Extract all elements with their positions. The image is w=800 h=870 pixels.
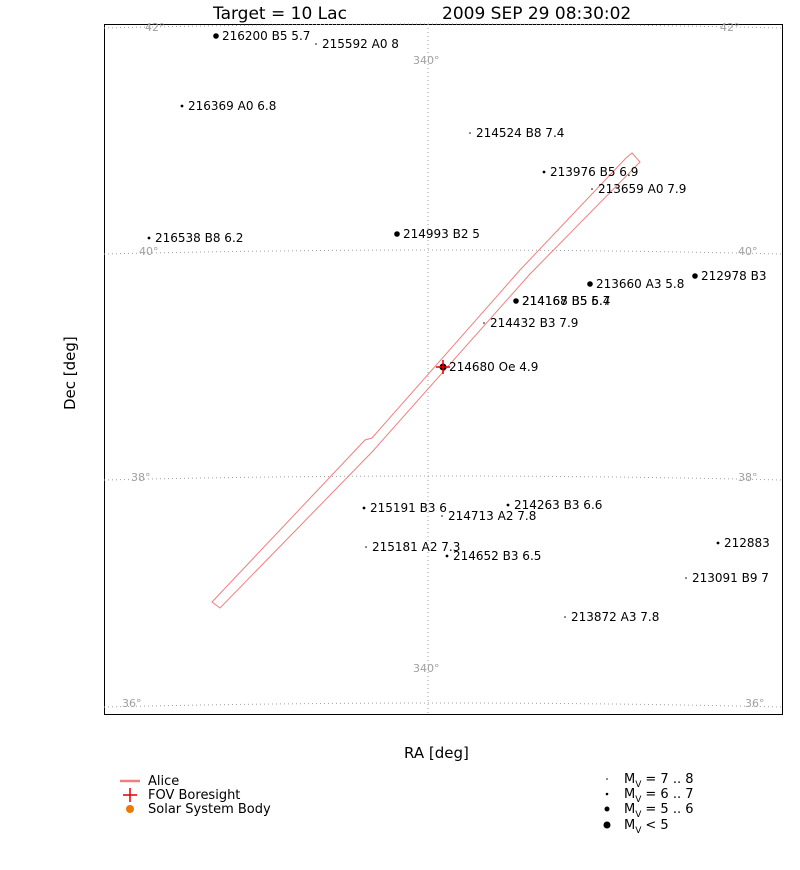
alice-legend-label: Alice [148,774,179,789]
mag-7-8-label: MV = 7 .. 8 [624,772,694,790]
star-dot-216200 [213,33,219,39]
star-label-215592: 215592 A0 8 [322,37,399,51]
mag-7-8-range: = 7 .. 8 [645,772,693,787]
fov-boresight-marker [436,360,450,374]
solar-body-legend-label: Solar System Body [148,802,271,817]
star-label-214263: 214263 B3 6.6 [514,498,602,512]
star-dot-214524 [469,132,471,134]
mag-6-7-label: MV = 6 .. 7 [624,787,694,805]
star-dot-212883 [716,541,720,545]
star-label-216200: 216200 B5 5.7 [222,29,310,43]
star-dot-216369 [180,104,184,108]
mag-6-7-range: = 6 .. 7 [645,787,693,802]
dec-grid-label-36-right: 36° [745,697,765,710]
solar-body-legend-icon [126,805,134,813]
star-dot-215191 [362,506,366,510]
star-dot-215592 [315,43,317,45]
dec-line-36 [103,702,783,708]
star-label-212883: 212883 [724,536,770,550]
star-label-214993: 214993 B2 5 [403,227,480,241]
legend-magnitudes: MV = 7 .. 8 MV = 6 .. 7 MV = 5 .. 6 MV < 5 [603,772,694,836]
dec-grid-label-40-right: 40° [738,245,758,258]
star-label-213976: 213976 B5 6.9 [550,165,638,179]
dec-line-40 [103,249,783,255]
star-dot-214993 [394,231,400,237]
graticule [103,23,783,714]
mag-lt-5-prefix: M [624,818,635,833]
alice-slit-footprint [211,152,641,609]
star-dot-213976 [542,170,546,174]
mag-7-8-dot [606,778,608,780]
star-label-214652: 214652 B3 6.5 [453,549,541,563]
ra-grid-label-top: 340° [413,54,440,67]
mag-6-7-dot [605,792,609,796]
dec-grid-label-40-left: 40° [139,245,159,258]
star-label-212978: 212978 B3 [701,269,767,283]
boresight-legend-label: FOV Boresight [148,788,240,803]
legend-left: Alice FOV Boresight Solar System Body [120,774,271,817]
mag-5-6-range: = 5 .. 6 [645,802,693,817]
star-label-216369: 216369 A0 6.8 [188,99,276,113]
star-dot-214652 [445,554,449,558]
star-label-216538: 216538 B8 6.2 [155,231,243,245]
dec-grid-label-42-left: 42° [145,21,165,34]
plot-frame [104,24,783,715]
star-dot-213660 [587,281,593,287]
dec-line-42 [103,23,783,29]
star-label-215191: 215191 B3 6 [370,501,447,515]
x-axis-title: RA [deg] [404,744,469,762]
star-label-215181: 215181 A2 7.3 [372,540,460,554]
dec-grid-label-38-right: 38° [738,471,758,484]
star-markers [147,33,720,618]
target-title: Target = 10 Lac [212,4,347,24]
mag-lt-5-sub: V [635,826,642,836]
star-label-214680: 214680 Oe 4.9 [449,360,538,374]
datetime-title: 2009 SEP 29 08:30:02 [442,4,631,24]
star-label-214524: 214524 B8 7.4 [476,126,564,140]
mag-5-6-prefix: M [624,802,635,817]
mag-lt-5-range: < 5 [645,818,668,833]
dec-grid-label-42-right: 42° [720,21,740,34]
star-label-213659: 213659 A0 7.9 [598,182,686,196]
mag-lt-5-dot [603,821,611,829]
star-dot-214432 [483,322,485,324]
star-dot-214263 [506,503,510,507]
mag-7-8-prefix: M [624,772,635,787]
star-dot-213659 [591,188,593,190]
ra-grid-label-bottom: 340° [413,662,440,675]
dec-line-38 [103,475,783,481]
mag-7-8-sub: V [635,780,642,790]
mag-5-6-dot [604,806,610,812]
star-label-214713: 214713 A2 7.8 [448,509,536,523]
star-dot-214167 [514,299,518,303]
star-dot-213091 [685,577,687,579]
dec-grid-label-36-left: 36° [122,697,142,710]
star-label-213872: 213872 A3 7.8 [571,610,659,624]
star-dot-212978 [692,273,698,279]
star-label-213660: 213660 A3 5.8 [596,277,684,291]
mag-lt-5-label: MV < 5 [624,818,669,836]
mag-5-6-sub: V [635,810,642,820]
dec-grid-label-38-left: 38° [131,471,151,484]
mag-6-7-prefix: M [624,787,635,802]
star-dot-214713 [441,515,443,517]
mag-6-7-sub: V [635,795,642,805]
star-dot-213872 [564,616,566,618]
star-dot-215181 [365,546,367,548]
mag-5-6-label: MV = 5 .. 6 [624,802,694,820]
star-dot-216538 [147,236,151,240]
boresight-legend-icon [123,788,137,802]
star-label-214168: 214168 B5 5.7 [522,294,610,308]
star-label-213091: 213091 B9 7 [692,571,769,585]
star-label-214432: 214432 B3 7.9 [490,316,578,330]
star-labels: 216200 B5 5.7 215592 A0 8 216369 A0 6.8 … [155,29,770,624]
y-axis-title: Dec [deg] [61,336,79,410]
star-label-214167: 214167 B5 6.4 [522,294,610,308]
